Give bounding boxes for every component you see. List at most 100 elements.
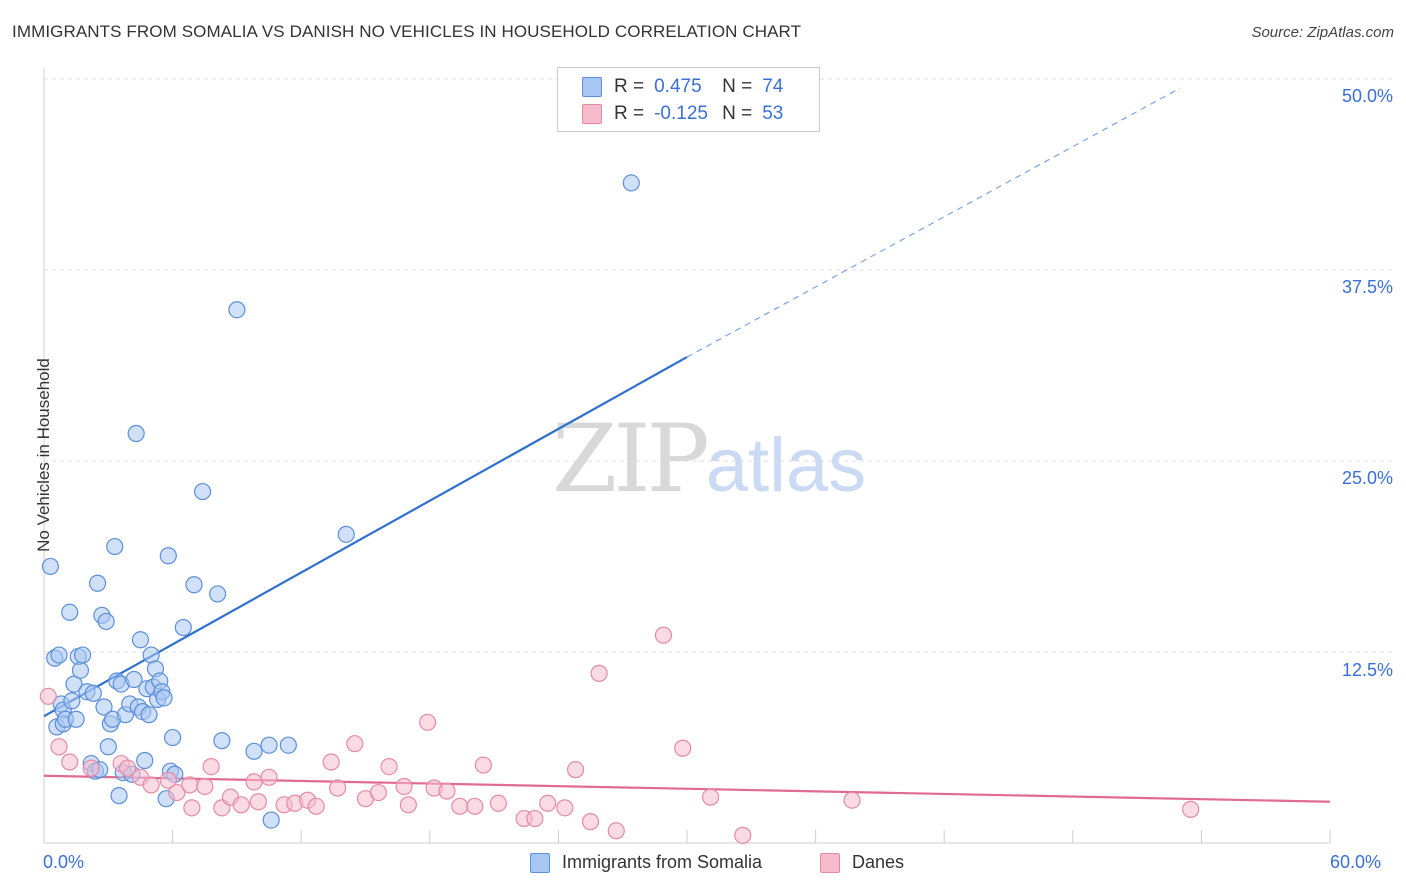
legend-n-label: N =: [722, 76, 753, 97]
grid-lines: [44, 78, 1392, 653]
bottom-legend-swatch-danes: [820, 852, 840, 873]
y-axis-label: No Vehicles in Household: [34, 358, 53, 552]
legend-n-value: 53: [762, 103, 784, 124]
danes-point: [1182, 800, 1200, 818]
somalia-point: [245, 742, 263, 760]
somalia-point: [159, 547, 177, 565]
danes-point: [183, 799, 201, 817]
somalia-point: [209, 585, 227, 603]
danes-point: [466, 797, 484, 815]
danes-point: [451, 797, 469, 815]
danes-point: [701, 788, 720, 806]
danes-point: [474, 756, 492, 774]
bottom-legend: Immigrants from Somalia Danes: [0, 852, 1406, 878]
chart-title: IMMIGRANTS FROM SOMALIA VS DANISH NO VEH…: [12, 22, 802, 41]
danes-point: [168, 783, 186, 802]
danes-point: [346, 735, 364, 753]
danes-point: [181, 776, 199, 794]
danes-point: [118, 759, 137, 777]
danes-point: [419, 713, 437, 731]
legend-n-value: 74: [762, 76, 784, 97]
y-tick-label: 12.5%: [1341, 660, 1393, 680]
somalia-point: [140, 706, 158, 724]
legend-row-somalia: R = 0.475 N = 74: [582, 75, 783, 99]
legend-n-label: N =: [722, 103, 753, 124]
legend-row-danes: R = -0.125 N = 53: [582, 102, 783, 126]
danes-point: [674, 739, 692, 757]
somalia-point: [262, 811, 280, 829]
danes-point: [39, 687, 57, 705]
somalia-point: [63, 692, 81, 710]
danes-point: [566, 761, 585, 779]
danes-point: [232, 796, 250, 814]
somalia-point: [73, 646, 92, 664]
danes-point: [249, 793, 267, 811]
y-tick-label: 50.0%: [1341, 86, 1393, 106]
danes-point: [843, 791, 861, 809]
somalia-point: [95, 698, 113, 716]
somalia-point: [127, 424, 145, 443]
legend: R = 0.475 N = 74 R = -0.125 N = 53: [557, 67, 820, 132]
danes-point: [380, 757, 398, 776]
somalia-point: [71, 661, 90, 679]
somalia-point: [260, 736, 278, 754]
data-points: [39, 174, 1200, 844]
y-tick-label: 25.0%: [1341, 468, 1393, 488]
somalia-point: [106, 537, 124, 556]
bottom-legend-label: Immigrants from Somalia: [562, 852, 763, 872]
somalia-point: [97, 612, 115, 631]
danes-point: [607, 822, 625, 840]
bottom-legend-somalia: Immigrants from Somalia: [530, 852, 762, 873]
danes-point: [82, 759, 100, 777]
danes-point: [489, 794, 507, 812]
x-tick-label: 0.0%: [43, 852, 85, 872]
danes-point: [399, 796, 417, 814]
danes-point: [159, 771, 177, 789]
somalia-point: [174, 618, 192, 637]
somalia-trend-line: [43, 356, 688, 718]
danes-point: [50, 738, 68, 756]
somalia-point: [164, 728, 182, 747]
danes-point: [734, 826, 752, 844]
danes-point: [142, 776, 160, 794]
danes-point: [196, 777, 214, 796]
danes-point: [438, 782, 456, 800]
somalia-point: [194, 482, 212, 501]
legend-r-value: 0.475: [654, 76, 702, 97]
danes-point: [556, 799, 574, 817]
legend-swatch-somalia: [582, 77, 602, 97]
danes-point: [322, 753, 340, 771]
danes-point: [307, 797, 325, 815]
legend-r-label: R =: [614, 76, 645, 97]
somalia-point: [279, 736, 297, 754]
somalia-point: [213, 732, 231, 750]
somalia-point: [136, 751, 154, 770]
danes-point: [581, 813, 600, 831]
somalia-point: [99, 738, 117, 756]
danes-point: [369, 783, 387, 802]
danes-point: [202, 757, 220, 776]
somalia-point: [337, 525, 355, 543]
watermark-zip: ZIP: [552, 405, 710, 514]
somalia-point: [67, 710, 85, 728]
danes-point: [654, 626, 673, 644]
trend-lines: [43, 87, 1331, 803]
axes: [43, 68, 1331, 844]
somalia-point: [185, 576, 203, 594]
danes-point: [329, 779, 347, 797]
source-label: Source: ZipAtlas.com: [1251, 24, 1394, 41]
danes-point: [395, 777, 413, 796]
danes-point: [539, 794, 557, 812]
somalia-point: [110, 787, 128, 805]
y-tick-label: 37.5%: [1341, 277, 1393, 297]
legend-r-label: R =: [614, 103, 645, 124]
somalia-point: [155, 689, 173, 707]
somalia-point: [228, 301, 246, 319]
somalia-point: [61, 603, 79, 621]
somalia-point: [65, 675, 83, 693]
x-tick-label: 60.0%: [1330, 852, 1382, 872]
somalia-trend-extension: [686, 87, 1181, 358]
somalia-point: [41, 557, 60, 576]
bottom-legend-swatch-somalia: [530, 852, 550, 873]
somalia-point: [131, 631, 150, 649]
